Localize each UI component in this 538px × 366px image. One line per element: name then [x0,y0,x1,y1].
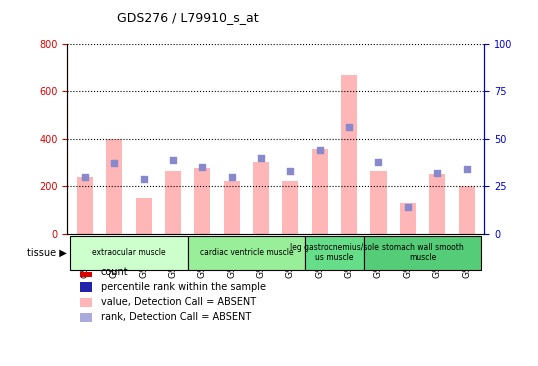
Text: count: count [101,266,128,277]
Bar [165,171,181,234]
Point [110,161,118,167]
Point [462,166,471,172]
Point [81,174,89,180]
Bar [80,283,93,292]
FancyBboxPatch shape [70,235,188,270]
Text: extraocular muscle: extraocular muscle [92,248,166,257]
Bar [253,163,269,234]
FancyBboxPatch shape [188,235,305,270]
Bar [282,182,299,234]
Bar [341,75,357,234]
Bar [458,186,475,234]
Bar [312,149,328,234]
Bar [80,298,93,307]
Bar [136,198,152,234]
Point [139,176,148,182]
Bar [194,168,210,234]
Point [286,168,295,174]
FancyBboxPatch shape [305,235,364,270]
Text: rank, Detection Call = ABSENT: rank, Detection Call = ABSENT [101,312,251,322]
Text: stomach wall smooth
muscle: stomach wall smooth muscle [381,243,463,262]
Bar [106,139,122,234]
Text: cardiac ventricle muscle: cardiac ventricle muscle [200,248,293,257]
Bar [429,174,445,234]
Text: leg gastrocnemius/sole
us muscle: leg gastrocnemius/sole us muscle [290,243,379,262]
Point [345,124,353,130]
Point [433,170,442,176]
Bar [80,313,93,322]
Text: value, Detection Call = ABSENT: value, Detection Call = ABSENT [101,297,256,307]
Bar [224,182,240,234]
Point [257,155,265,161]
Bar [77,177,93,234]
Bar [80,267,93,277]
Point [168,157,177,163]
FancyBboxPatch shape [364,235,482,270]
Text: tissue ▶: tissue ▶ [27,247,67,258]
Text: GDS276 / L79910_s_at: GDS276 / L79910_s_at [117,11,259,24]
Point [228,174,236,180]
Bar [400,203,416,234]
Point [374,158,383,164]
Point [198,164,207,170]
Point [315,147,324,153]
Bar [371,171,387,234]
Point [404,204,412,210]
Text: percentile rank within the sample: percentile rank within the sample [101,282,266,292]
